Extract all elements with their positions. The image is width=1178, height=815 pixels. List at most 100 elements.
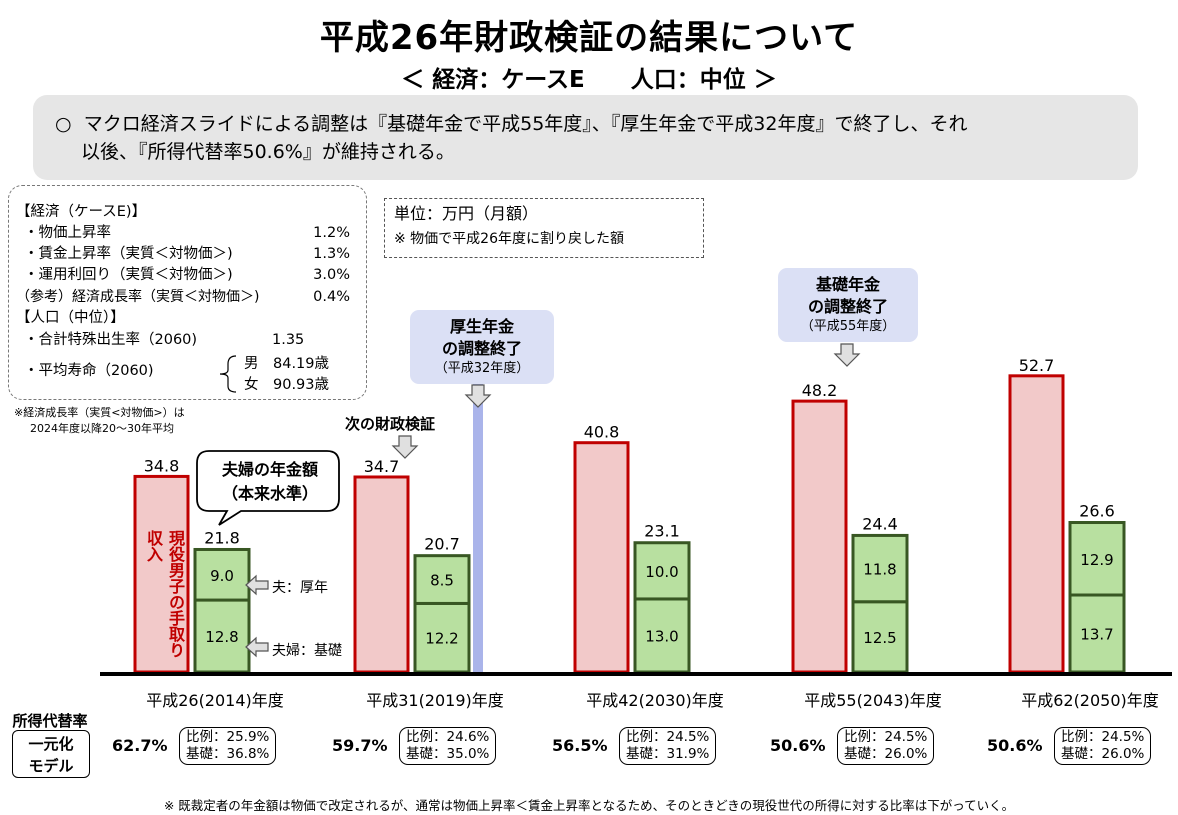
assump-label-3: （参考）経済成長率（実質＜対物価＞): [16, 289, 260, 305]
summary-bullet: ○: [55, 113, 72, 135]
couple-line-1: 夫婦の年金額: [221, 460, 318, 479]
couple-bubble-text: 夫婦の年金額 （本来水準）: [197, 458, 343, 506]
kiso-callout-line-2: の調整終了: [807, 297, 888, 316]
replacement-breakdown-0: 比例：25.9% 基礎：36.8%: [179, 727, 277, 765]
replacement-breakdown-4: 比例：24.5% 基礎：26.0%: [1054, 727, 1152, 765]
worker-value-1: 34.7: [364, 457, 400, 476]
page-title: 平成26年財政検証の結果について: [319, 18, 859, 58]
kousei-callout-line-1: 厚生年金: [449, 317, 514, 336]
replacement-prop-4: 比例：24.5%: [1061, 729, 1145, 745]
x-axis-baseline: [100, 672, 1172, 676]
couple-basic-label: 夫婦：基礎: [272, 643, 342, 659]
kiso-callout: 基礎年金 の調整終了 （平成55年度）: [778, 268, 918, 342]
basic-bar-1: [413, 601, 471, 674]
basic-value-3: 12.5: [863, 629, 896, 647]
replacement-label-1: 所得代替率: [12, 712, 88, 730]
replacement-rate-0: 62.7%: [112, 736, 168, 755]
kousei-value-3: 11.8: [863, 561, 896, 579]
kousei-value-4: 12.9: [1080, 551, 1113, 569]
assump-note-1: ※経済成長率（実質<対物価>）は: [14, 406, 185, 419]
next-review-arrow: [391, 435, 419, 459]
worker-value-3: 48.2: [802, 381, 838, 400]
couple-basic-arrow: [245, 636, 269, 658]
assump-label-0: ・物価上昇率: [24, 225, 111, 241]
basic-value-0: 12.8: [205, 628, 238, 646]
worker-value-0: 34.8: [144, 456, 180, 475]
replacement-basic-2: 基礎：31.9%: [626, 746, 710, 762]
assump-value-0: 1.2%: [313, 225, 350, 241]
basic-bar-2: [633, 597, 691, 674]
unit-line-2: ※ 物価で平成26年度に割り戻した額: [394, 231, 624, 247]
pension-total-2: 23.1: [644, 522, 680, 541]
assump-value-2: 3.0%: [313, 267, 350, 283]
basic-bar-3: [851, 600, 909, 674]
assumptions-box: [8, 185, 367, 400]
assump-label-1: ・賃金上昇率（実質＜対物価＞): [24, 246, 233, 262]
fertility-label: ・合計特殊出生率（2060): [24, 332, 198, 348]
kousei-bar-4: [1068, 521, 1126, 597]
worker-bar-3: [791, 399, 848, 674]
kiso-callout-line-1: 基礎年金: [815, 275, 880, 294]
kousei-value-0: 9.0: [210, 567, 234, 585]
kousei-callout-line-3: （平成32年度）: [434, 361, 530, 376]
footnote: ※ 既裁定者の年金額は物価で改定されるが、通常は物価上昇率＜賃金上昇率となるため…: [163, 798, 1015, 813]
replacement-basic-4: 基礎：26.0%: [1061, 746, 1145, 762]
kousei-end-marker: [473, 383, 483, 672]
replacement-prop-0: 比例：25.9%: [186, 729, 270, 745]
basic-bar-4: [1068, 593, 1126, 674]
replacement-basic-3: 基礎：26.0%: [844, 746, 928, 762]
couple-bubble: [196, 450, 340, 526]
kiso-down-arrow: [833, 343, 861, 367]
pension-total-4: 26.6: [1079, 502, 1115, 521]
summary-text: ○ マクロ経済スライドによる調整は『基礎年金で平成55年度』、『厚生年金で平成3…: [55, 110, 1125, 166]
x-label-2: 平成42(2030)年度: [586, 691, 724, 710]
kousei-value-2: 10.0: [645, 563, 678, 581]
assump-note-2: 2024年度以降20～30年平均: [30, 422, 174, 435]
assump-value-3: 0.4%: [313, 289, 350, 305]
replacement-label-box: [12, 730, 90, 778]
worker-bar-2: [573, 441, 630, 674]
x-label-3: 平成55(2043)年度: [804, 691, 942, 710]
replacement-rate-2: 56.5%: [552, 736, 608, 755]
life-label: ・平均寿命（2060): [24, 363, 154, 379]
husband-label: 夫：厚年: [272, 580, 328, 596]
replacement-label-2: 一元化: [28, 735, 74, 753]
summary-box: [33, 95, 1138, 180]
couple-line-2: （本来水準）: [221, 484, 318, 503]
page-subtitle: ＜ 経済：ケースE 人口：中位 ＞: [401, 67, 777, 93]
unit-box: [384, 198, 704, 258]
x-label-0: 平成26(2014)年度: [146, 691, 284, 710]
kousei-bar-2: [633, 541, 691, 601]
replacement-basic-0: 基礎：36.8%: [186, 746, 270, 762]
worker-value-4: 52.7: [1019, 356, 1055, 375]
life-male: 男 84.19歳: [244, 356, 330, 372]
worker-value-2: 40.8: [584, 423, 620, 442]
life-female: 女 90.93歳: [244, 377, 330, 393]
pension-total-1: 20.7: [424, 535, 460, 554]
kousei-callout-line-2: の調整終了: [441, 339, 522, 358]
basic-value-2: 13.0: [645, 627, 678, 645]
replacement-label-3: モデル: [28, 757, 74, 775]
x-label-1: 平成31(2019)年度: [366, 691, 504, 710]
replacement-prop-2: 比例：24.5%: [626, 729, 710, 745]
basic-value-4: 13.7: [1080, 626, 1113, 644]
kousei-callout: 厚生年金 の調整終了 （平成32年度）: [410, 310, 554, 384]
replacement-prop-1: 比例：24.6%: [406, 729, 490, 745]
summary-line-1: マクロ経済スライドによる調整は『基礎年金で平成55年度』、『厚生年金で平成32年…: [83, 113, 968, 135]
worker-income-label: 現役男子の手取り収入: [144, 530, 185, 658]
summary-line-2: 以後、『所得代替率50.6%』が維持される。: [81, 141, 455, 163]
replacement-prop-3: 比例：24.5%: [844, 729, 928, 745]
assump-label-2: ・運用利回り（実質＜対物価＞): [24, 267, 233, 283]
replacement-breakdown-1: 比例：24.6% 基礎：35.0%: [399, 727, 497, 765]
kiso-callout-line-3: （平成55年度）: [800, 319, 896, 334]
econ-header: 【経済（ケースE)】: [16, 204, 147, 220]
pension-total-0: 21.8: [204, 528, 240, 547]
basic-value-1: 12.2: [425, 630, 458, 648]
kousei-bar-0: [193, 547, 251, 602]
kousei-value-1: 8.5: [430, 572, 454, 590]
fertility-value: 1.35: [272, 332, 305, 348]
replacement-rate-4: 50.6%: [987, 736, 1043, 755]
unit-line-1: 単位：万円（月額）: [394, 204, 539, 223]
husband-arrow: [245, 574, 269, 596]
